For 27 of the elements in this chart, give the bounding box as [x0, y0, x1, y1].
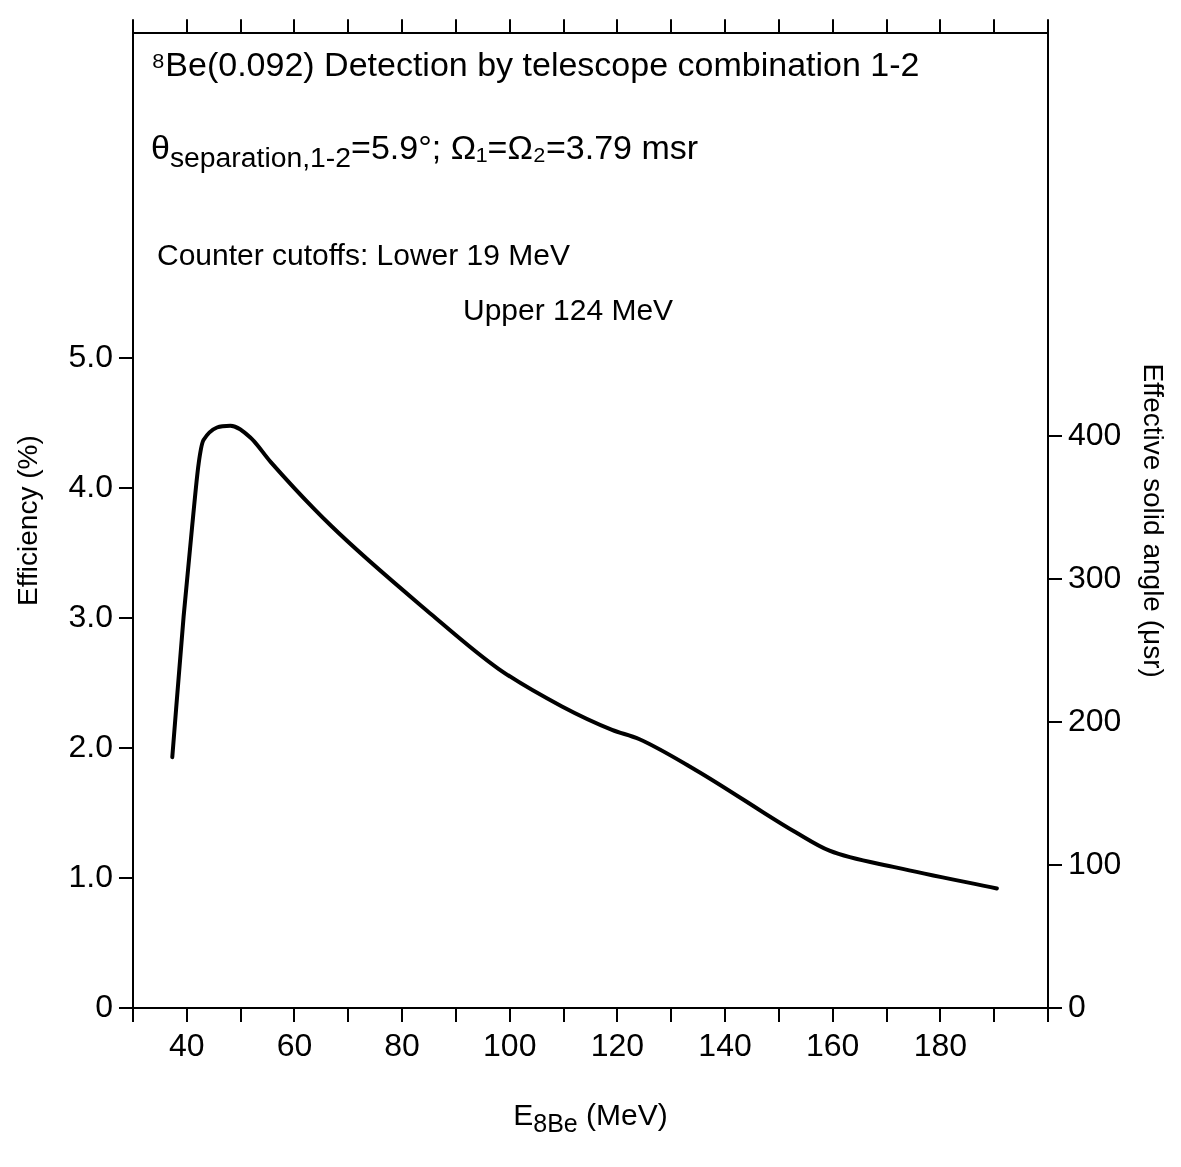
x-axis-title: E$_{8Be}$ (MeV) — [512, 1098, 669, 1138]
y2-tick-label: 200 — [1068, 701, 1122, 738]
x-tick-label: 60 — [276, 1027, 313, 1064]
y2-axis-title: Effective solid angle (μsr) — [1138, 363, 1170, 678]
x-tick-label: 140 — [698, 1027, 752, 1064]
y2-tick-label: 400 — [1068, 416, 1122, 453]
y-tick-label: 2.0 — [68, 727, 113, 764]
x-tick-label: 180 — [913, 1027, 968, 1064]
y-tick-label: 0 — [95, 987, 113, 1024]
line-series — [170, 423, 999, 891]
annotation: Upper 124 MeV — [463, 293, 674, 328]
x-tick-label: 80 — [384, 1027, 420, 1064]
y-axis-title: Efficiency (%) — [11, 435, 43, 606]
y-tick-label: 3.0 — [68, 597, 113, 634]
annotation: Counter cutoffs: Lower 19 MeV — [157, 238, 570, 273]
x-tick-label: 160 — [806, 1027, 860, 1064]
y2-tick-label: 0 — [1068, 987, 1086, 1024]
y2-tick-label: 300 — [1068, 559, 1122, 596]
y2-tick-label: 100 — [1068, 844, 1122, 881]
chart-title: ⁸Be(0.092) Detection by telescope combination 1-2 — [151, 45, 920, 85]
y-tick-label: 5.0 — [68, 337, 113, 374]
text: θ$_{separation,1-2}$=5.9°; Ω₁=Ω₂=3.79 msr — [151, 128, 699, 174]
y-tick-label: 4.0 — [68, 467, 113, 504]
x-tick-label: 40 — [169, 1027, 205, 1064]
x-tick-label: 100 — [483, 1027, 537, 1064]
y-tick-label: 1.0 — [68, 857, 113, 894]
x-tick-label: 120 — [590, 1027, 645, 1064]
